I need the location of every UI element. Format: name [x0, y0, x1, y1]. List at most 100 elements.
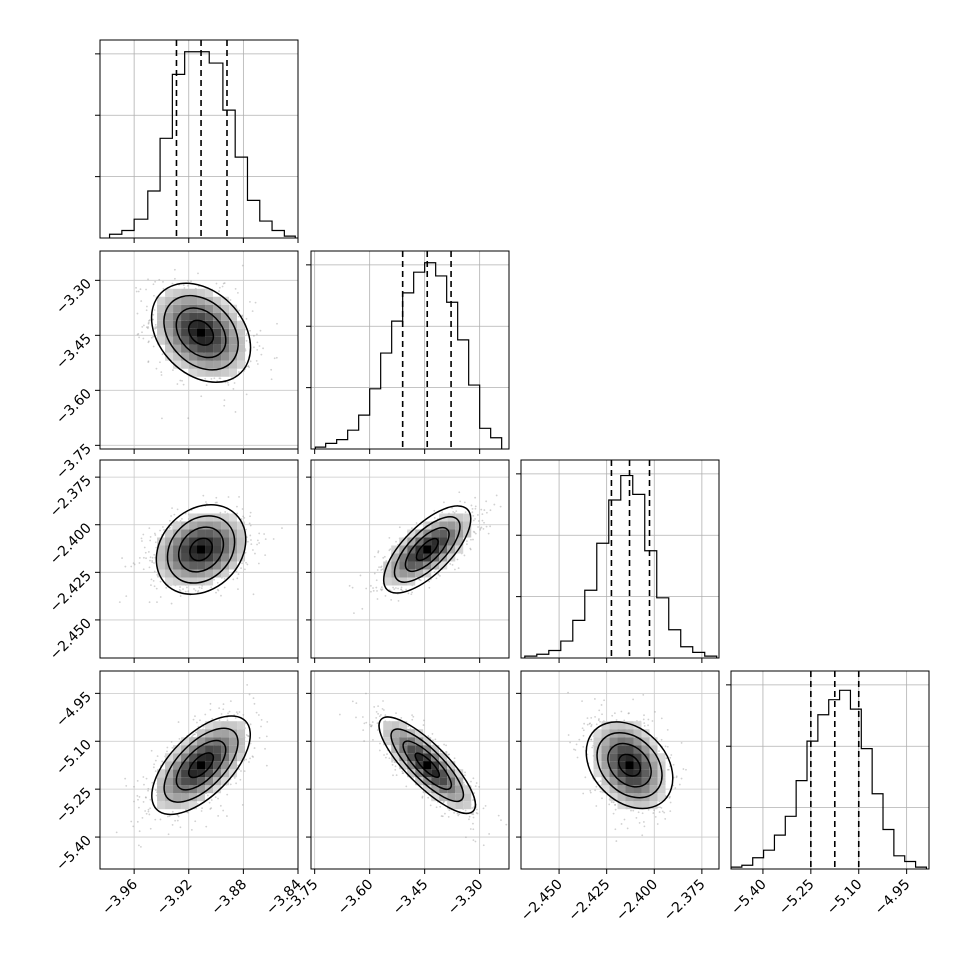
density-cell: [439, 553, 448, 562]
scatter-point: [363, 740, 366, 742]
scatter-point: [235, 570, 238, 573]
scatter-point: [235, 782, 238, 785]
scatter-point: [144, 796, 147, 799]
scatter-point: [255, 333, 258, 336]
scatter-point: [168, 815, 171, 818]
scatter-point: [241, 508, 244, 510]
density-cell: [165, 344, 174, 353]
density-cell: [165, 769, 174, 778]
scatter-point: [247, 365, 250, 367]
density-cell: [189, 545, 198, 554]
density-cell: [391, 577, 400, 586]
contour-1: [415, 537, 439, 562]
density-cell: [229, 344, 238, 353]
scatter-point: [401, 772, 404, 775]
density-cell: [165, 785, 174, 794]
scatter-point: [477, 520, 480, 522]
y-tick-label: −2.425: [47, 568, 95, 616]
scatter-point: [456, 812, 459, 815]
density-cell: [189, 801, 198, 810]
density-cell: [205, 777, 214, 786]
scatter-point: [147, 326, 150, 328]
scatter-point: [226, 793, 229, 796]
density-cell: [205, 513, 214, 522]
scatter-point: [222, 809, 225, 812]
scatter-point: [136, 333, 139, 336]
scatter-point: [248, 366, 250, 369]
scatter-point: [145, 796, 147, 799]
scatter-point: [179, 520, 182, 522]
scatter-point: [149, 559, 151, 562]
panel-1-0: −3.75−3.60−3.45−3.30: [53, 250, 299, 483]
contour-4: [155, 503, 247, 595]
scatter-point: [199, 719, 201, 722]
density-cell: [237, 360, 246, 369]
density-cell: [173, 288, 182, 297]
scatter-point: [372, 589, 375, 592]
density-cell: [213, 745, 222, 754]
density-cell: [165, 296, 174, 305]
scatter-point: [474, 840, 477, 843]
scatter-point: [442, 801, 445, 804]
scatter-point: [171, 823, 174, 826]
density-cell: [229, 745, 238, 754]
scatter-point: [210, 807, 213, 809]
density-cell: [197, 561, 206, 570]
density-cell: [439, 537, 448, 546]
density-cell: [463, 521, 472, 530]
scatter-point: [179, 586, 181, 588]
density-cell: [197, 769, 206, 778]
scatter-point: [371, 721, 374, 723]
scatter-point: [448, 753, 451, 756]
scatter-point: [154, 818, 157, 821]
contour-4: [150, 282, 252, 383]
scatter-point: [373, 706, 376, 708]
scatter-point: [276, 322, 278, 325]
scatter-point: [215, 282, 218, 285]
scatter-point: [427, 796, 430, 799]
density-cell: [189, 296, 198, 305]
density-cell: [189, 745, 198, 754]
density-peak: [197, 761, 206, 770]
scatter-point: [197, 285, 200, 288]
scatter-point: [147, 808, 150, 811]
contour-3: [163, 727, 239, 803]
scatter-point: [444, 812, 446, 815]
scatter-point: [370, 725, 373, 728]
scatter-point: [215, 591, 217, 594]
scatter-point: [152, 313, 155, 316]
scatter-point: [445, 751, 447, 753]
scatter-point: [166, 815, 169, 818]
scatter-point: [472, 822, 474, 825]
scatter-point: [149, 798, 152, 801]
scatter-point: [398, 526, 401, 529]
density-cell: [173, 561, 182, 570]
density-cell: [173, 553, 182, 562]
scatter-point: [481, 513, 484, 516]
scatter-point: [193, 588, 195, 590]
scatter-point: [205, 384, 208, 387]
panel-frame: [99, 250, 299, 450]
scatter-point: [159, 580, 162, 583]
scatter-point: [433, 516, 436, 519]
scatter-point: [395, 540, 397, 543]
scatter-point: [142, 776, 145, 778]
density-cell: [213, 529, 222, 538]
scatter-point: [275, 356, 278, 359]
density-cell: [165, 753, 174, 762]
density-cell: [221, 777, 230, 786]
scatter-point: [479, 528, 482, 531]
scatter-point: [241, 562, 244, 565]
scatter-point: [249, 742, 252, 745]
scatter-point: [137, 844, 140, 847]
density-cell: [221, 521, 230, 530]
panel-3-0: −5.40−5.25−5.10−4.95−3.96 −3.92 −3.88 −3.84: [53, 670, 305, 918]
scatter-point: [161, 760, 164, 763]
density-cell: [391, 553, 400, 562]
scatter-point: [232, 578, 235, 581]
density-cell: [399, 553, 408, 562]
scatter-point: [149, 556, 152, 559]
density-cell: [221, 561, 230, 570]
scatter-point: [205, 501, 207, 503]
scatter-point: [244, 568, 246, 571]
